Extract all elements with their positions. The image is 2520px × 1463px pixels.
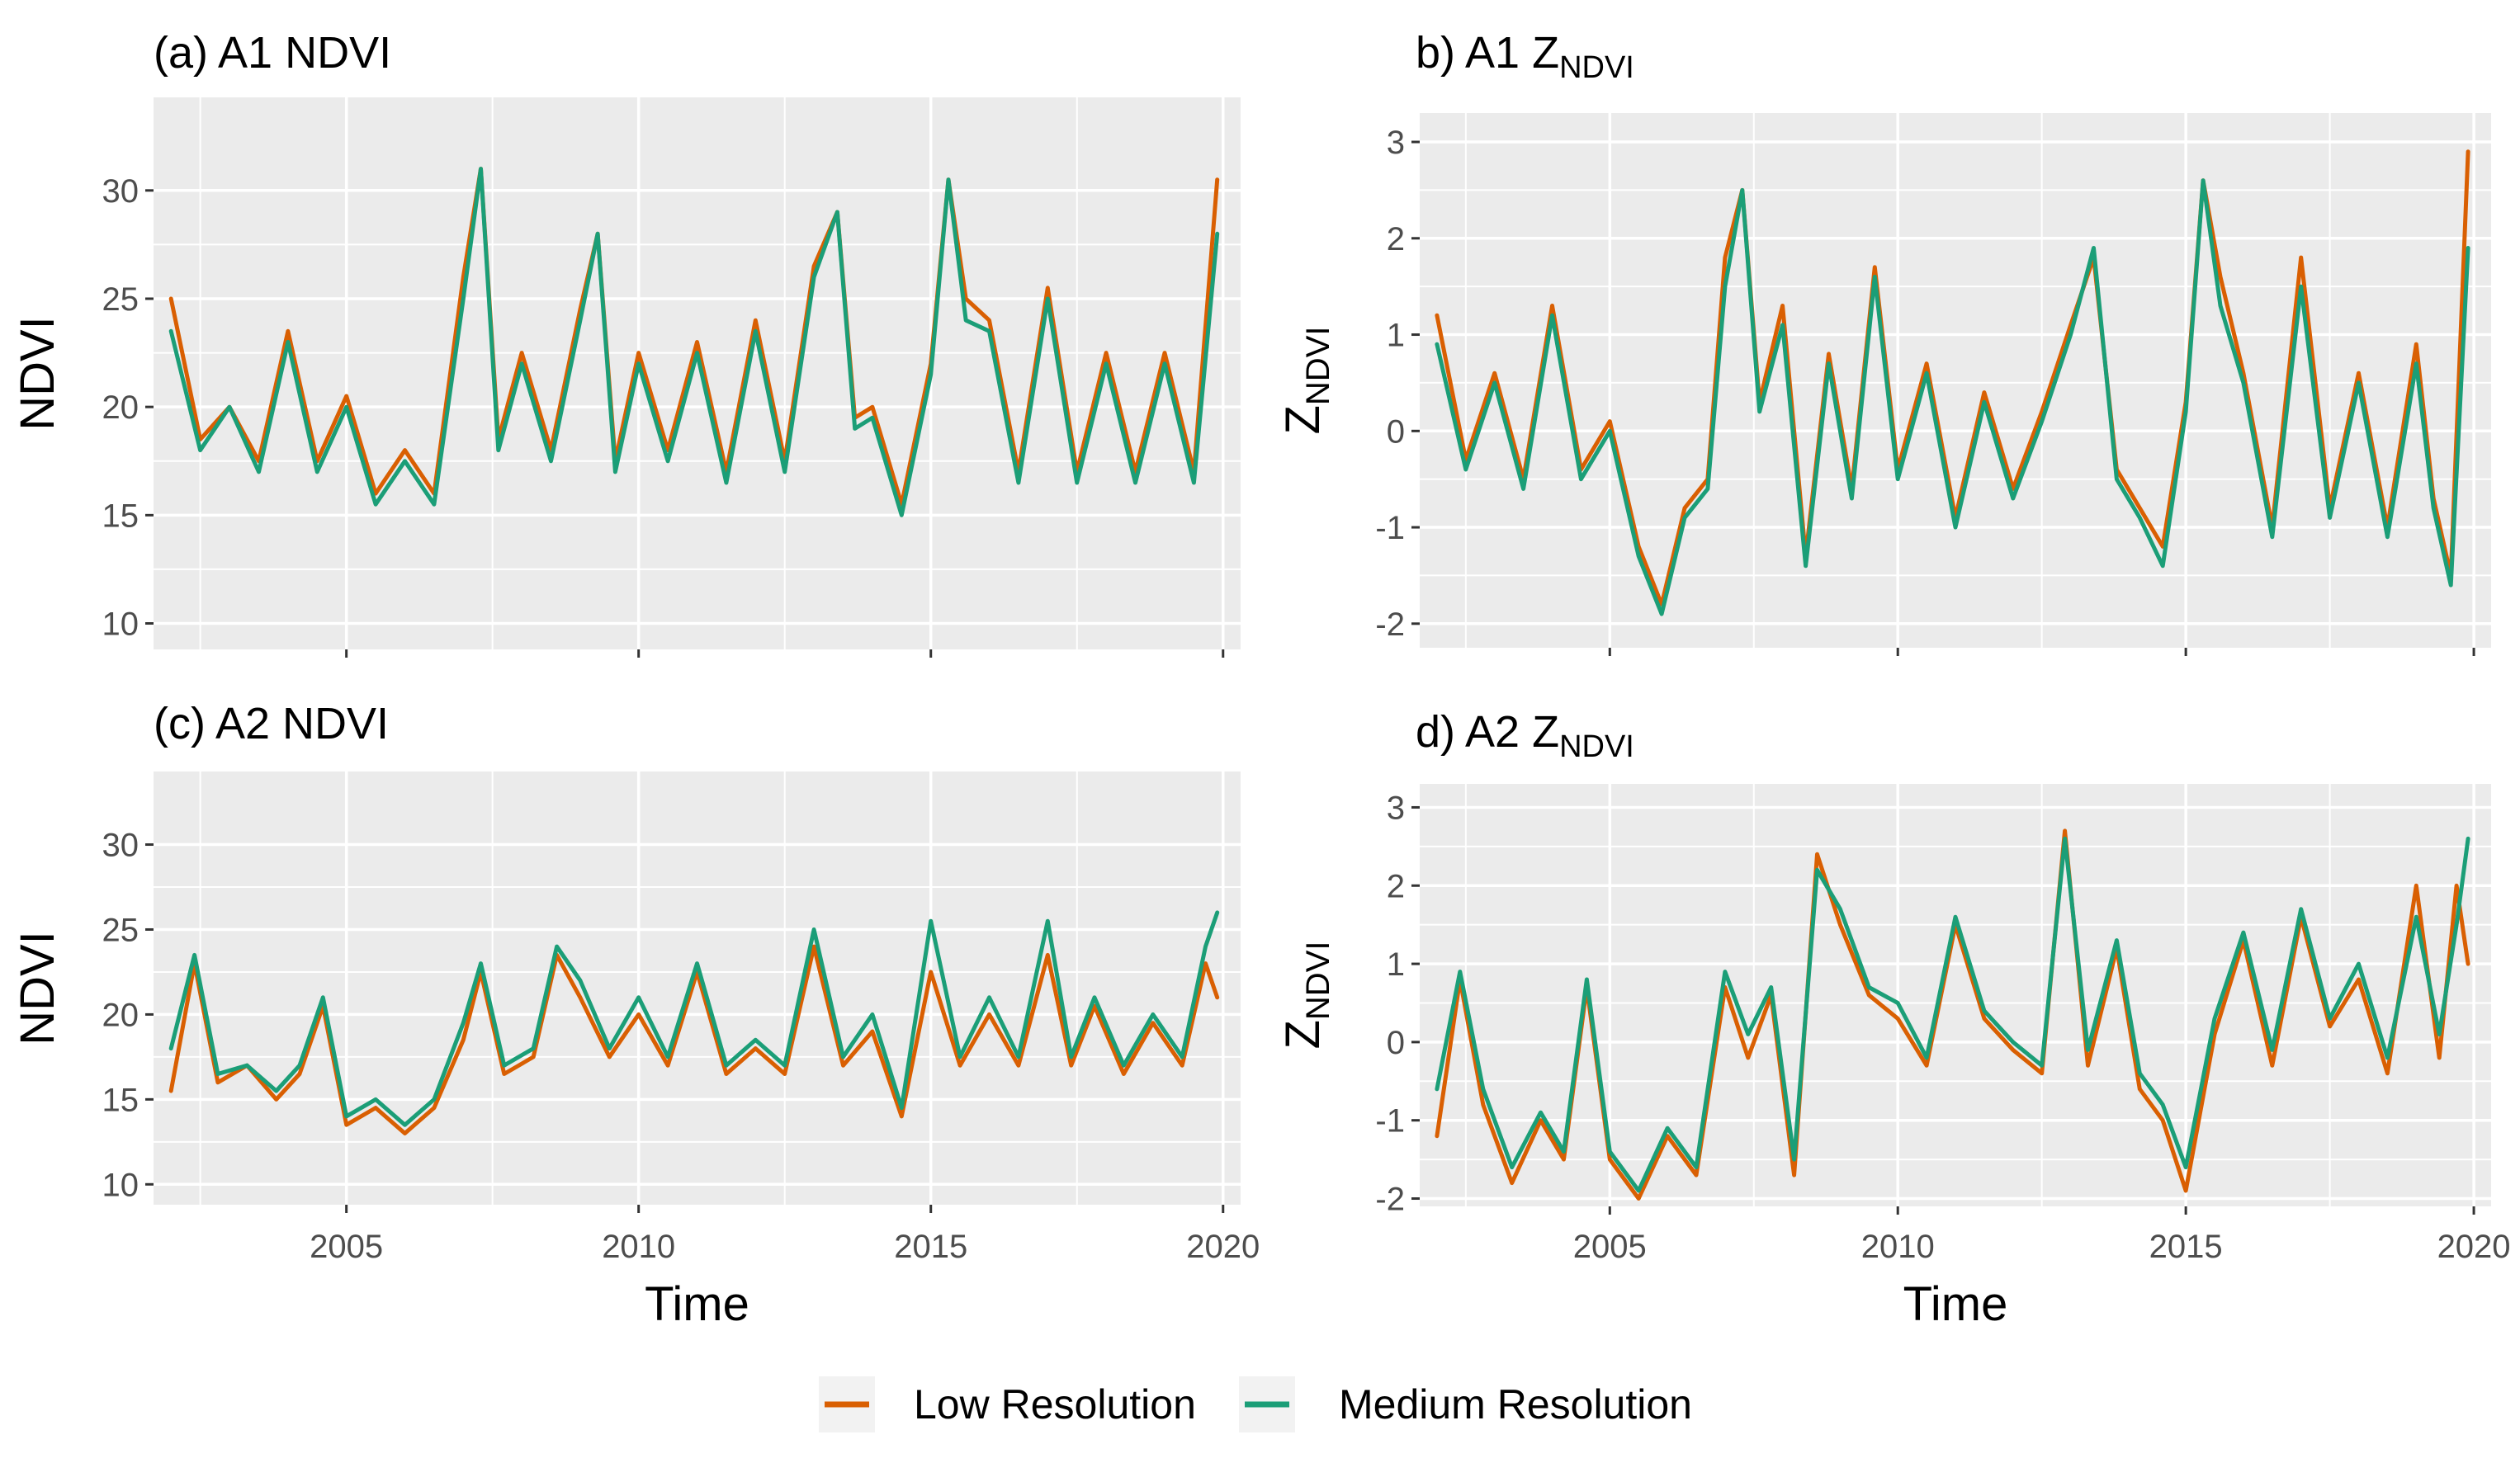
y-axis-title: ZNDVI [1276, 941, 1336, 1049]
y-tick-label: 15 [102, 1082, 139, 1118]
chart-panel-0: 10 15 20 25 30 (a) A1 NDVI NDVI [11, 28, 1241, 658]
series-line-medium-resolution [168, 910, 1220, 1127]
x-tick-label: 2015 [2149, 1229, 2223, 1265]
y-tick-label: 25 [102, 912, 139, 948]
y-tick-label: 10 [102, 1167, 139, 1203]
legend-label-low: Low Resolution [914, 1381, 1196, 1428]
x-tick-label: 2015 [894, 1229, 967, 1265]
chart-panel-3: -2 -1 0 1 2 3 2005 2010 2015 2020 d) A2 ZNDVI ZNDVI… [1276, 707, 2511, 1331]
y-tick-label: 10 [102, 606, 139, 643]
y-axis-title: ZNDVI [1276, 326, 1336, 434]
y-tick-label: 30 [102, 173, 139, 210]
y-tick-label: -2 [1375, 1182, 1405, 1218]
x-tick-label: 2020 [2437, 1229, 2511, 1265]
y-tick-label: 3 [1387, 125, 1405, 161]
y-tick-label: 2 [1387, 221, 1405, 257]
y-tick-label: 0 [1387, 1025, 1405, 1061]
y-tick-label: 1 [1387, 318, 1405, 354]
y-tick-label: 15 [102, 498, 139, 534]
panel-title: d) A2 ZNDVI [1416, 707, 1634, 764]
y-tick-label: 2 [1387, 868, 1405, 904]
y-tick-label: -1 [1375, 1103, 1405, 1140]
y-tick-label: 0 [1387, 413, 1405, 450]
y-tick-label: 25 [102, 281, 139, 318]
x-axis-title: Time [1903, 1277, 2008, 1331]
series-line-medium-resolution [168, 167, 1220, 517]
y-tick-label: -2 [1375, 606, 1405, 643]
x-axis-title: Time [645, 1277, 749, 1331]
series-line-medium-resolution [1435, 178, 2470, 616]
x-tick-label: 2005 [310, 1229, 383, 1265]
x-tick-label: 2005 [1573, 1229, 1647, 1265]
x-tick-label: 2020 [1186, 1229, 1260, 1265]
x-tick-label: 2010 [1861, 1229, 1935, 1265]
y-tick-label: 3 [1387, 790, 1405, 826]
legend-label-medium: Medium Resolution [1339, 1381, 1692, 1428]
y-tick-label: 30 [102, 828, 139, 864]
y-tick-label: -1 [1375, 510, 1405, 546]
y-axis-title: NDVI [11, 316, 64, 431]
x-tick-label: 2010 [602, 1229, 675, 1265]
plot-background [1420, 784, 2491, 1206]
panel-title: (c) A2 NDVI [154, 699, 389, 748]
chart-panel-2: 10 15 20 25 30 2005 2010 2015 2020 (c) A2 NDVI NDV… [11, 699, 1260, 1331]
panel-title: b) A1 ZNDVI [1416, 28, 1634, 85]
panel-title: (a) A1 NDVI [154, 28, 391, 78]
y-axis-title: NDVI [11, 931, 64, 1045]
chart-panel-1: -2 -1 0 1 2 3 b) A1 ZNDVI ZNDVI [1276, 28, 2491, 656]
series-line-medium-resolution [1435, 836, 2470, 1193]
y-tick-label: 20 [102, 389, 139, 426]
y-tick-label: 20 [102, 997, 139, 1033]
y-tick-label: 1 [1387, 946, 1405, 983]
legend: Low Resolution Medium Resolution [819, 1376, 1692, 1432]
